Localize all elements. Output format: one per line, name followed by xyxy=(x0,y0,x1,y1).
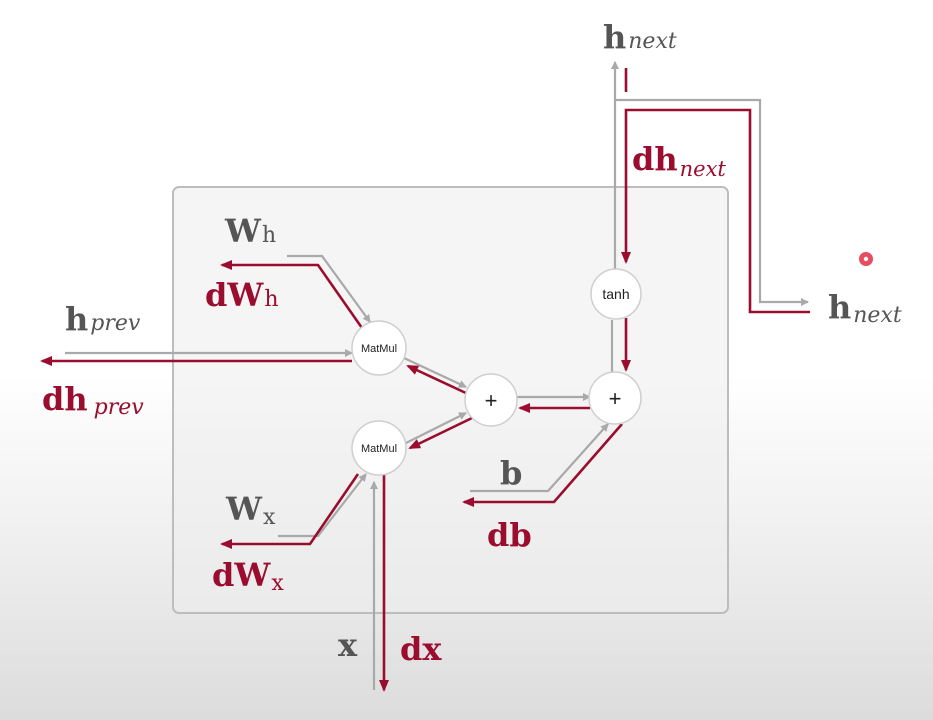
label-dh-prev: dh prev xyxy=(42,380,144,420)
label-x: x xyxy=(338,626,358,664)
backward-add-to-matmul-top xyxy=(406,364,469,396)
tanh-label: tanh xyxy=(602,286,629,302)
label-db: db xyxy=(487,516,532,554)
add-left-label: + xyxy=(485,388,498,413)
rnn-cell-box xyxy=(172,186,729,614)
backward-dh-next-loop xyxy=(621,108,810,314)
label-w-x: Wx xyxy=(225,490,276,530)
label-h-next-top: hnext xyxy=(603,18,677,56)
backward-matmul-to-dwx xyxy=(220,473,360,549)
backward-matmul-to-dwh xyxy=(220,260,364,329)
forward-matmul-top-to-add xyxy=(403,357,467,388)
forward-wh-to-matmul xyxy=(287,254,371,323)
node-add-left: + xyxy=(464,373,518,427)
node-add-right: + xyxy=(588,371,642,425)
backward-add-to-db xyxy=(462,423,623,507)
node-matmul-top: MatMul xyxy=(351,320,407,376)
label-dw-h: dWh xyxy=(205,276,278,314)
label-h-prev: hprev xyxy=(65,300,141,338)
add-right-label: + xyxy=(609,386,622,411)
forward-h-next-branch xyxy=(615,98,809,306)
forward-matmul-bottom-to-add xyxy=(403,412,467,445)
cursor-dot xyxy=(859,252,873,266)
forward-wx-to-matmul xyxy=(278,473,367,538)
matmul-top-label: MatMul xyxy=(361,343,397,355)
forward-b-to-add xyxy=(470,423,609,493)
label-dw-x: dWx xyxy=(212,556,284,596)
node-matmul-bottom: MatMul xyxy=(351,420,407,476)
label-h-next-right: hnext xyxy=(828,288,902,328)
backward-add-to-matmul-bottom xyxy=(408,416,473,450)
label-dh-next: dhnext xyxy=(632,140,726,181)
label-dx: dx xyxy=(400,630,442,668)
label-b: b xyxy=(500,454,522,492)
backward-paths xyxy=(40,68,810,692)
forward-paths xyxy=(65,61,809,690)
matmul-bottom-label: MatMul xyxy=(361,443,397,455)
label-w-h: Wh xyxy=(224,212,276,250)
node-tanh: tanh xyxy=(590,268,642,320)
